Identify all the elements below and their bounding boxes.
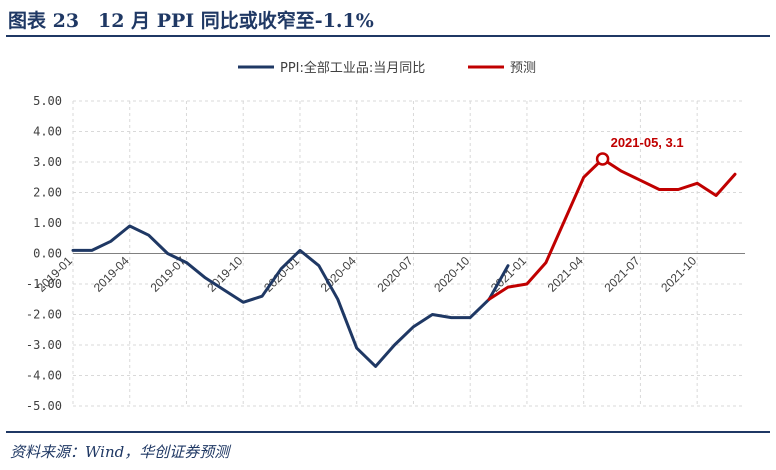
y-tick-label: -1.00 <box>26 277 62 291</box>
grid-lines <box>72 100 745 407</box>
legend-label: 预测 <box>510 61 536 76</box>
figure-title: 图表 23 12 月 PPI 同比或收窄至-1.1% <box>8 10 374 32</box>
x-tick-label: 2019-10 <box>204 253 245 294</box>
legend-label: PPI:全部工业品:当月同比 <box>280 60 425 76</box>
y-tick-label: 0.00 <box>33 247 62 261</box>
y-tick-label: 4.00 <box>33 125 62 139</box>
series-line-ppi-actual <box>71 224 510 368</box>
y-tick-label: -5.00 <box>26 399 62 413</box>
y-tick-label: 2.00 <box>33 186 62 200</box>
y-tick-label: -4.00 <box>26 369 62 383</box>
source-note: 资料来源：Wind，华创证券预测 <box>10 443 230 461</box>
ppi-line-chart: PPI:全部工业品:当月同比 预测 5.00 4.00 3.00 2.00 1.00 0.0… <box>26 60 745 413</box>
x-tick-label: 2019-04 <box>91 253 132 294</box>
y-tick-label: -2.00 <box>26 308 62 322</box>
legend: PPI:全部工业品:当月同比 预测 <box>238 60 536 76</box>
x-tick-label: 2021-04 <box>545 253 586 294</box>
y-tick-label: 1.00 <box>33 216 62 230</box>
annotation: 2021-05, 3.1 <box>595 135 684 166</box>
x-tick-label: 2021-07 <box>602 253 643 294</box>
x-tick-label: 2020-07 <box>375 253 416 294</box>
series-lines <box>71 157 737 368</box>
x-tick-label: 2021-10 <box>658 253 699 294</box>
title-divider <box>6 35 770 37</box>
annotation-marker <box>595 152 610 166</box>
source-divider <box>6 431 770 433</box>
x-tick-label: 2020-10 <box>431 253 472 294</box>
x-axis-ticks: 2019-01 2019-04 2019-07 2019-10 2020-01 2020-… <box>34 253 699 294</box>
y-tick-label: -3.00 <box>26 338 62 352</box>
title-bar: 图表 23 12 月 PPI 同比或收窄至-1.1% <box>6 2 770 37</box>
series-line-forecast <box>487 157 737 301</box>
y-axis-ticks: 5.00 4.00 3.00 2.00 1.00 0.00 -1.00 -2.00 -3.00 -… <box>26 94 62 413</box>
y-tick-label: 3.00 <box>33 155 62 169</box>
annotation-label: 2021-05, 3.1 <box>611 135 684 150</box>
y-tick-label: 5.00 <box>33 94 62 108</box>
